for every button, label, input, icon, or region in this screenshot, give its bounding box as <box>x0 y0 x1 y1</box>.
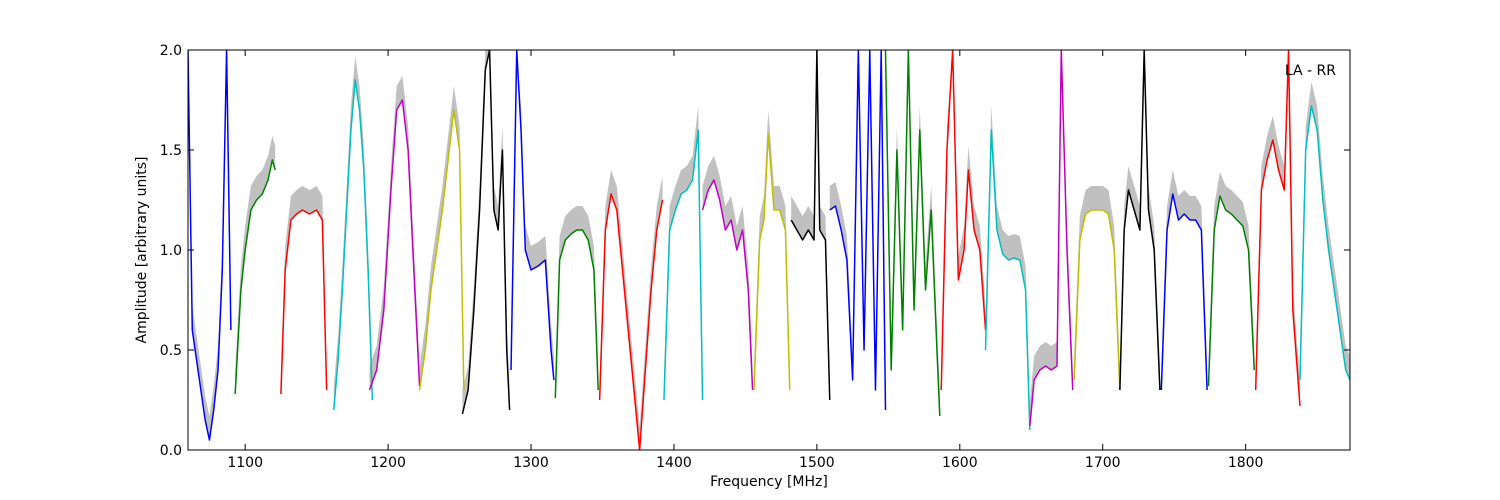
series-segment-16 <box>940 50 987 391</box>
series-segment-3 <box>333 79 374 411</box>
envelope-band-2 <box>280 186 327 394</box>
series-segment-10 <box>663 129 704 401</box>
plot-area <box>188 50 1350 450</box>
envelope-band-12 <box>753 110 790 390</box>
envelope-band-24 <box>1299 82 1350 380</box>
series-segment-20 <box>1119 50 1161 391</box>
series-segment-2 <box>280 209 328 395</box>
x-axis-ticks: 1100 1200 1300 1400 1500 1600 1700 1800 <box>227 50 1263 471</box>
series-segment-13 <box>790 50 831 401</box>
series-layer <box>188 50 1350 450</box>
envelope-band-16 <box>941 50 986 390</box>
series-segment-17 <box>984 129 1031 431</box>
x-tick-label: 1100 <box>227 455 263 471</box>
y-tick-label: 1.5 <box>160 143 182 159</box>
x-axis-label: Frequency [MHz] <box>710 474 828 490</box>
series-segment-23 <box>1254 50 1301 407</box>
series-segment-18 <box>1029 50 1074 427</box>
series-segment-0 <box>188 50 232 441</box>
series-segment-5 <box>418 109 465 391</box>
x-tick-label: 1300 <box>513 455 549 471</box>
x-tick-label: 1200 <box>370 455 406 471</box>
envelope-band-4 <box>369 76 420 390</box>
y-tick-label: 0.0 <box>160 443 182 459</box>
series-segment-11 <box>701 179 754 391</box>
x-tick-label: 1700 <box>1085 455 1121 471</box>
series-segment-7 <box>510 50 555 381</box>
series-segment-14 <box>829 50 887 411</box>
series-segment-21 <box>1160 193 1208 391</box>
series-segment-12 <box>753 133 791 391</box>
envelope-band-6 <box>462 50 510 414</box>
series-segment-15 <box>884 50 941 417</box>
series-segment-19 <box>1073 209 1121 391</box>
y-tick-label: 0.5 <box>160 343 182 359</box>
series-segment-24 <box>1299 105 1350 381</box>
chart-annotation: LA - RR <box>1285 63 1336 79</box>
x-tick-label: 1800 <box>1228 455 1264 471</box>
x-tick-label: 1500 <box>799 455 835 471</box>
series-segment-6 <box>461 50 511 415</box>
series-segment-4 <box>368 99 421 391</box>
y-axis-ticks: 0.0 0.5 1.0 1.5 2.0 <box>160 43 1350 459</box>
x-tick-label: 1400 <box>656 455 692 471</box>
series-segment-1 <box>234 159 276 395</box>
envelope-band-18 <box>1029 50 1073 426</box>
envelope-band-11 <box>702 156 753 390</box>
y-tick-label: 2.0 <box>160 43 182 59</box>
envelope-band-13 <box>791 50 830 400</box>
series-segment-8 <box>554 229 599 399</box>
y-axis-label: Amplitude [arbitrary units] <box>134 157 150 344</box>
series-segment-22 <box>1207 195 1255 387</box>
series-segment-9 <box>598 193 664 450</box>
y-tick-label: 1.0 <box>160 243 182 259</box>
envelope-band-23 <box>1255 50 1300 406</box>
x-tick-label: 1600 <box>942 455 978 471</box>
